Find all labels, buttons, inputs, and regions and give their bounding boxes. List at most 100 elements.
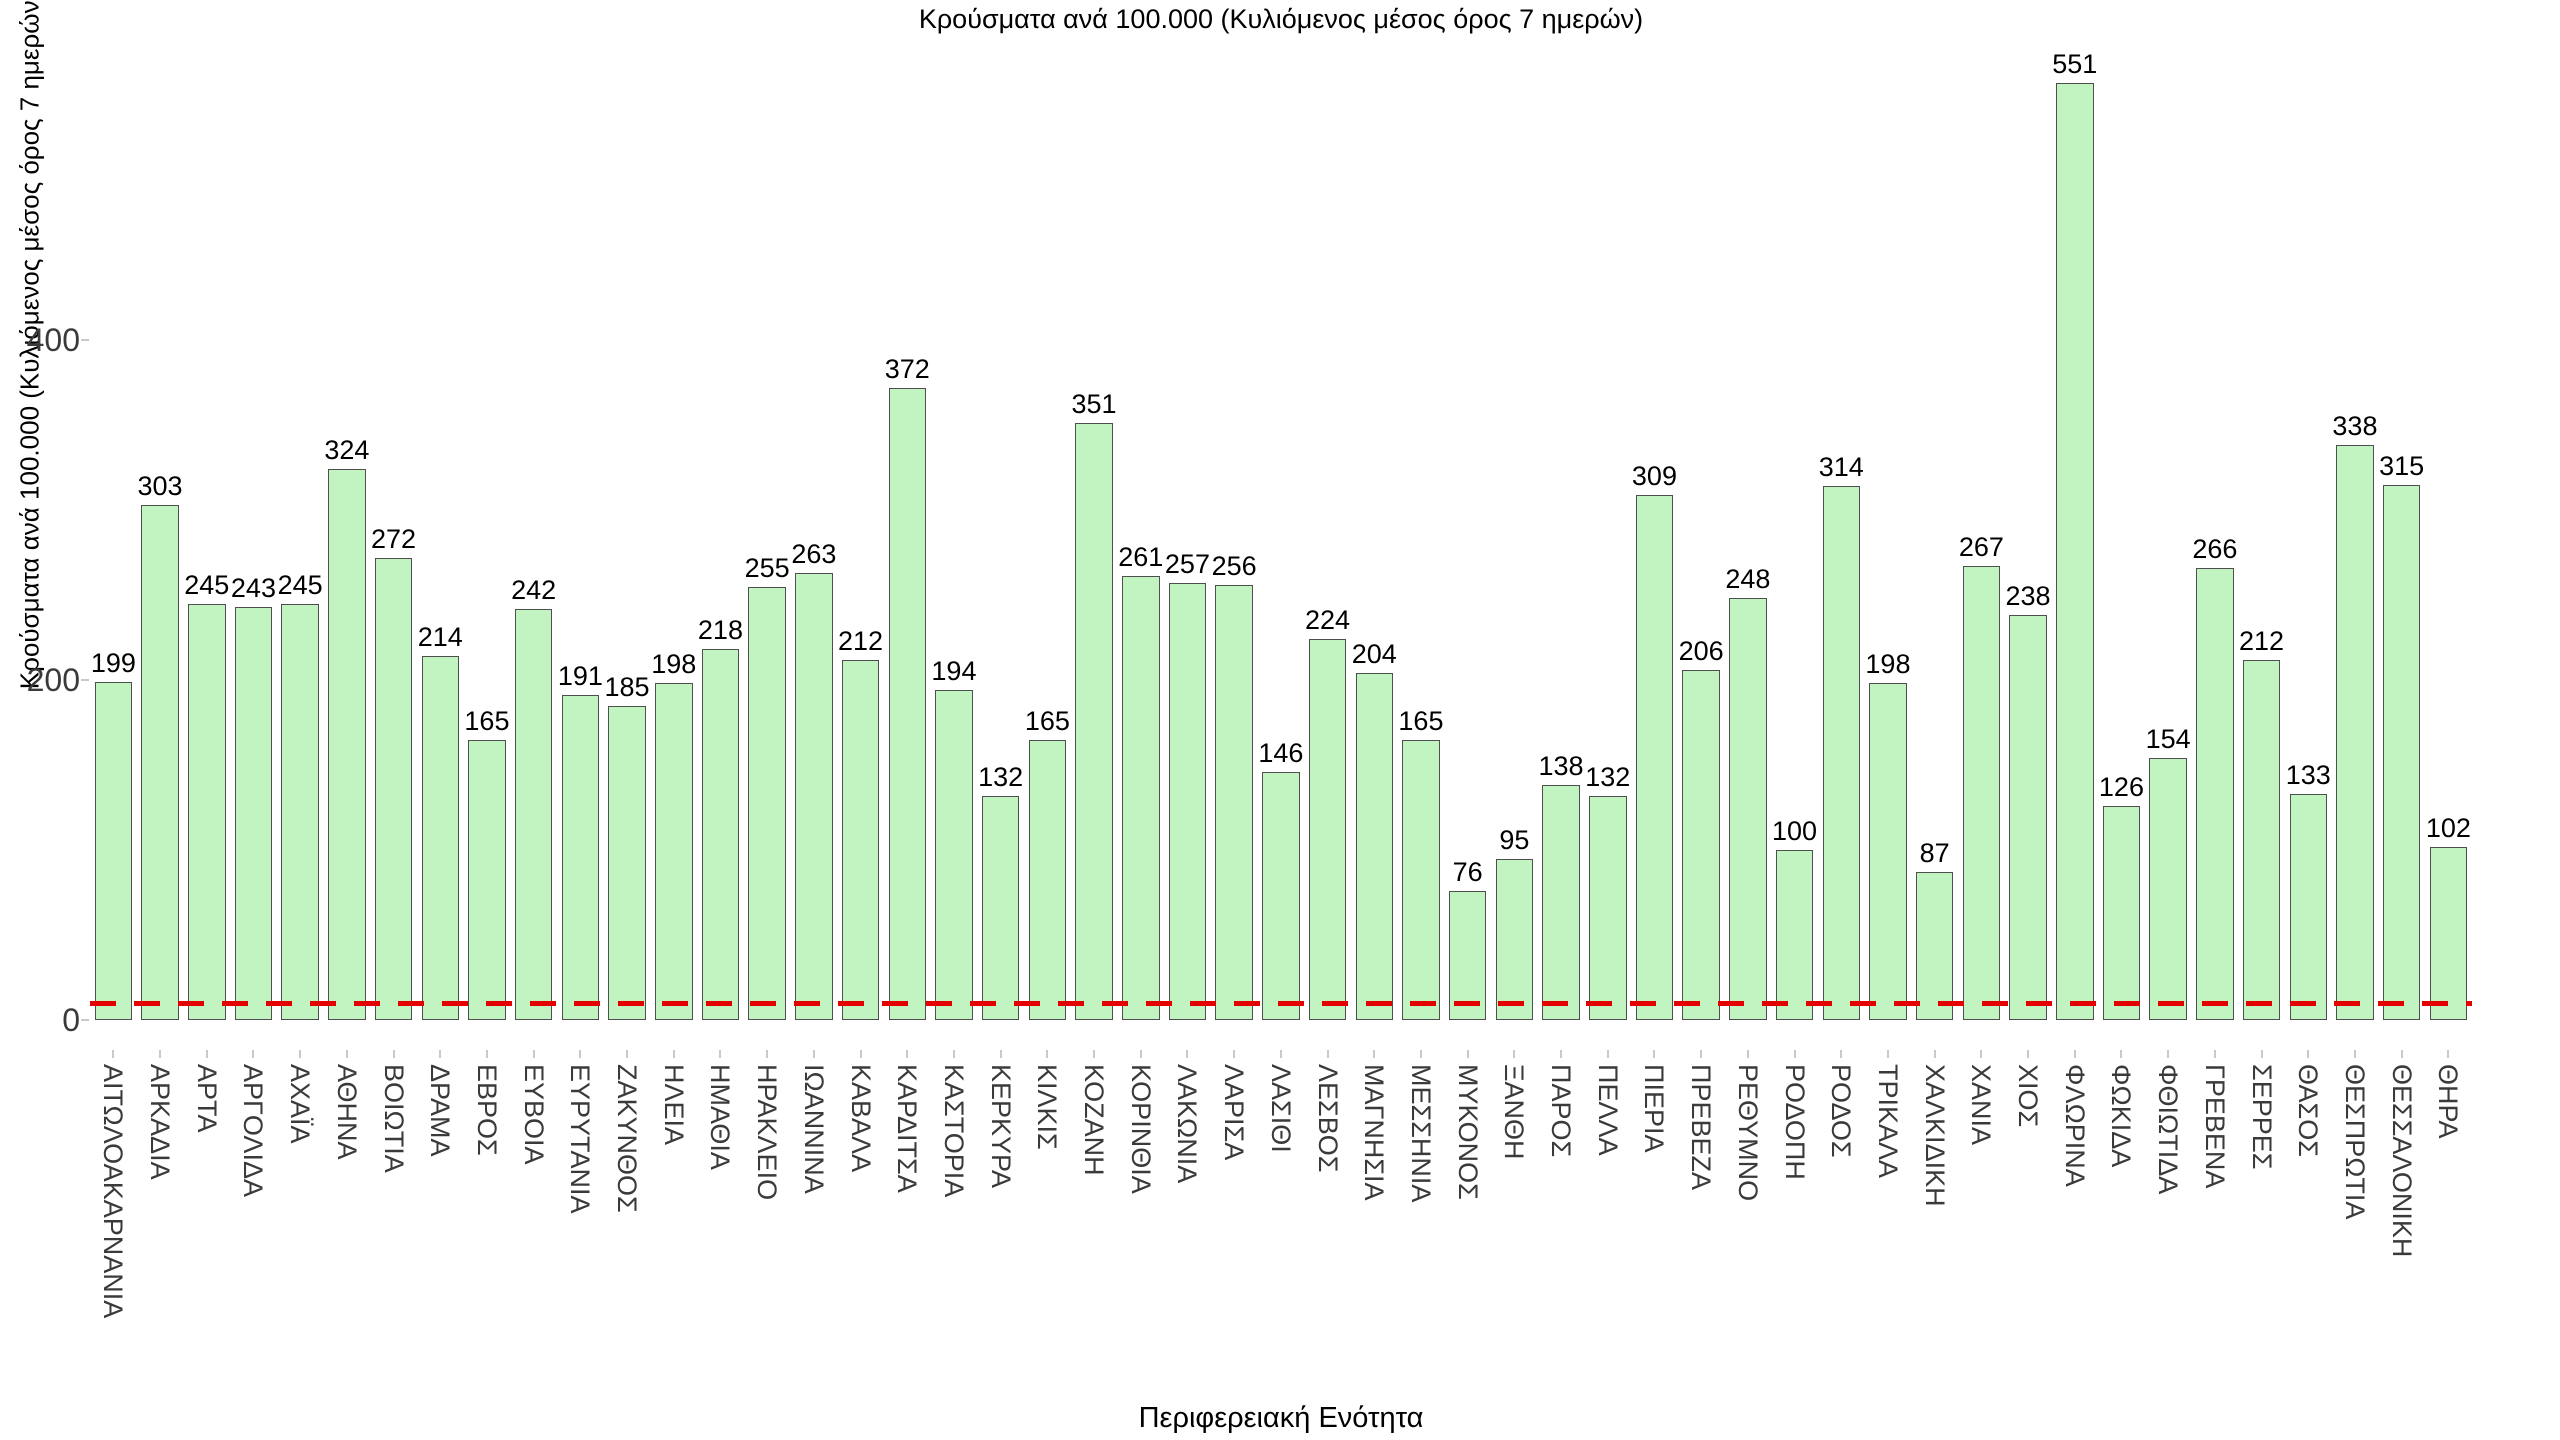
bar	[1448, 890, 1487, 1020]
bar	[281, 603, 319, 1020]
x-axis-label: Περιφερειακή Ενότητα	[1138, 1402, 1424, 1434]
bar	[188, 603, 226, 1020]
bar	[234, 606, 273, 1020]
bar	[935, 690, 973, 1020]
x-tick-label: ΤΡΙΚΑΛΑ	[1872, 1064, 1903, 1179]
bar-value-label: 218	[697, 615, 743, 646]
bar-value-label: 154	[2145, 724, 2191, 755]
bar	[748, 586, 786, 1020]
x-tick-label: ΑΘΗΝΑ	[331, 1064, 362, 1160]
bar	[514, 608, 553, 1020]
x-tick-mark	[2353, 1050, 2356, 1058]
bar	[1122, 576, 1160, 1020]
bar-value-label: 212	[838, 625, 884, 656]
x-tick-label: ΚΑΣΤΟΡΙΑ	[938, 1064, 969, 1198]
bar	[468, 739, 506, 1020]
x-tick-label: ΑΙΤΩΛΟΑΚΑΡΝΑΝΙΑ	[98, 1064, 129, 1319]
x-tick-mark	[392, 1050, 395, 1058]
x-tick-mark	[1513, 1050, 1516, 1058]
x-tick-label: ΕΥΒΟΙΑ	[518, 1064, 549, 1165]
x-tick-label: ΜΥΚΟΝΟΣ	[1452, 1064, 1483, 1200]
bar-value-label: 255	[744, 552, 790, 583]
bar	[1869, 683, 1907, 1020]
x-tick-label: ΣΕΡΡΕΣ	[2246, 1064, 2277, 1170]
x-tick-label: ΘΗΡΑ	[2433, 1064, 2464, 1139]
chart-title: Κρούσματα ανά 100.000 (Κυλιόμενος μέσος …	[918, 4, 1644, 34]
x-tick-mark	[719, 1050, 722, 1058]
x-tick-mark	[1279, 1050, 1282, 1058]
bar	[2242, 659, 2281, 1020]
x-tick-mark	[1419, 1050, 1422, 1058]
bar	[561, 695, 600, 1020]
y-tick-mark	[81, 1019, 89, 1021]
bar	[1495, 858, 1534, 1020]
x-tick-mark	[1233, 1050, 1236, 1058]
x-tick-mark	[1139, 1050, 1142, 1058]
x-tick-mark	[1840, 1050, 1843, 1058]
bar-value-label: 206	[1678, 635, 1724, 666]
bar	[1075, 423, 1113, 1020]
x-tick-mark	[1886, 1050, 1889, 1058]
bar-value-label: 551	[2052, 49, 2098, 80]
x-tick-label: ΑΡΤΑ	[191, 1064, 222, 1133]
bar	[1402, 739, 1440, 1020]
bar	[2382, 484, 2421, 1020]
x-tick-label: ΔΡΑΜΑ	[425, 1064, 456, 1157]
bar-value-label: 243	[230, 572, 276, 603]
y-tick-mark	[81, 339, 89, 341]
x-tick-label: ΒΟΙΩΤΙΑ	[378, 1064, 409, 1173]
x-tick-mark	[1653, 1050, 1656, 1058]
x-tick-label: ΧΑΛΚΙΔΙΚΗ	[1919, 1064, 1950, 1207]
x-tick-label: ΗΜΑΘΙΑ	[705, 1064, 736, 1170]
bar	[1775, 850, 1814, 1020]
bar-value-label: 185	[604, 671, 650, 702]
bar	[1822, 486, 1860, 1020]
bar-value-label: 198	[651, 649, 697, 680]
x-tick-label: ΦΘΙΩΤΙΔΑ	[2153, 1064, 2184, 1195]
x-tick-label: ΠΙΕΡΙΑ	[1639, 1064, 1670, 1153]
x-tick-mark	[205, 1050, 208, 1058]
bar-value-label: 204	[1351, 639, 1397, 670]
bar	[2289, 793, 2327, 1020]
bar-value-label: 102	[2425, 812, 2471, 843]
x-tick-label: ΞΑΝΘΗ	[1499, 1064, 1530, 1160]
x-tick-mark	[999, 1050, 1002, 1058]
x-tick-mark	[2213, 1050, 2216, 1058]
x-tick-label: ΑΧΑΪΑ	[285, 1064, 316, 1144]
bar	[2336, 445, 2374, 1020]
x-tick-label: ΘΕΣΠΡΩΤΙΑ	[2339, 1064, 2370, 1220]
bar	[1729, 598, 1767, 1020]
bar-value-label: 248	[1725, 564, 1771, 595]
x-tick-mark	[2260, 1050, 2263, 1058]
x-tick-label: ΘΕΣΣΑΛΟΝΙΚΗ	[2386, 1064, 2417, 1258]
bar-value-label: 242	[511, 574, 557, 605]
x-tick-mark	[906, 1050, 909, 1058]
bar	[888, 387, 926, 1020]
x-tick-mark	[1560, 1050, 1563, 1058]
x-tick-mark	[672, 1050, 675, 1058]
x-tick-label: ΡΕΘΥΜΝΟ	[1732, 1064, 1763, 1202]
bar-value-label: 212	[2239, 625, 2285, 656]
bar	[1262, 771, 1300, 1020]
x-tick-mark	[1046, 1050, 1049, 1058]
x-tick-mark	[2307, 1050, 2310, 1058]
x-tick-label: ΧΙΟΣ	[2013, 1064, 2044, 1128]
x-tick-label: ΠΑΡΟΣ	[1546, 1064, 1577, 1158]
bar	[421, 656, 459, 1020]
x-tick-mark	[159, 1050, 162, 1058]
bar-value-label: 314	[1818, 452, 1864, 483]
x-tick-mark	[1793, 1050, 1796, 1058]
x-tick-label: ΕΥΡΥΤΑΝΙΑ	[565, 1064, 596, 1214]
bar	[1215, 584, 1253, 1020]
x-tick-mark	[1186, 1050, 1189, 1058]
x-tick-mark	[1373, 1050, 1376, 1058]
x-tick-mark	[1606, 1050, 1609, 1058]
bar-value-label: 309	[1631, 460, 1677, 491]
x-tick-mark	[1466, 1050, 1469, 1058]
x-tick-label: ΑΡΚΑΔΙΑ	[145, 1064, 176, 1180]
x-tick-mark	[766, 1050, 769, 1058]
bar	[608, 705, 646, 1020]
y-tick-label: 400	[26, 322, 80, 358]
x-tick-label: ΚΑΡΔΙΤΣΑ	[892, 1064, 923, 1193]
